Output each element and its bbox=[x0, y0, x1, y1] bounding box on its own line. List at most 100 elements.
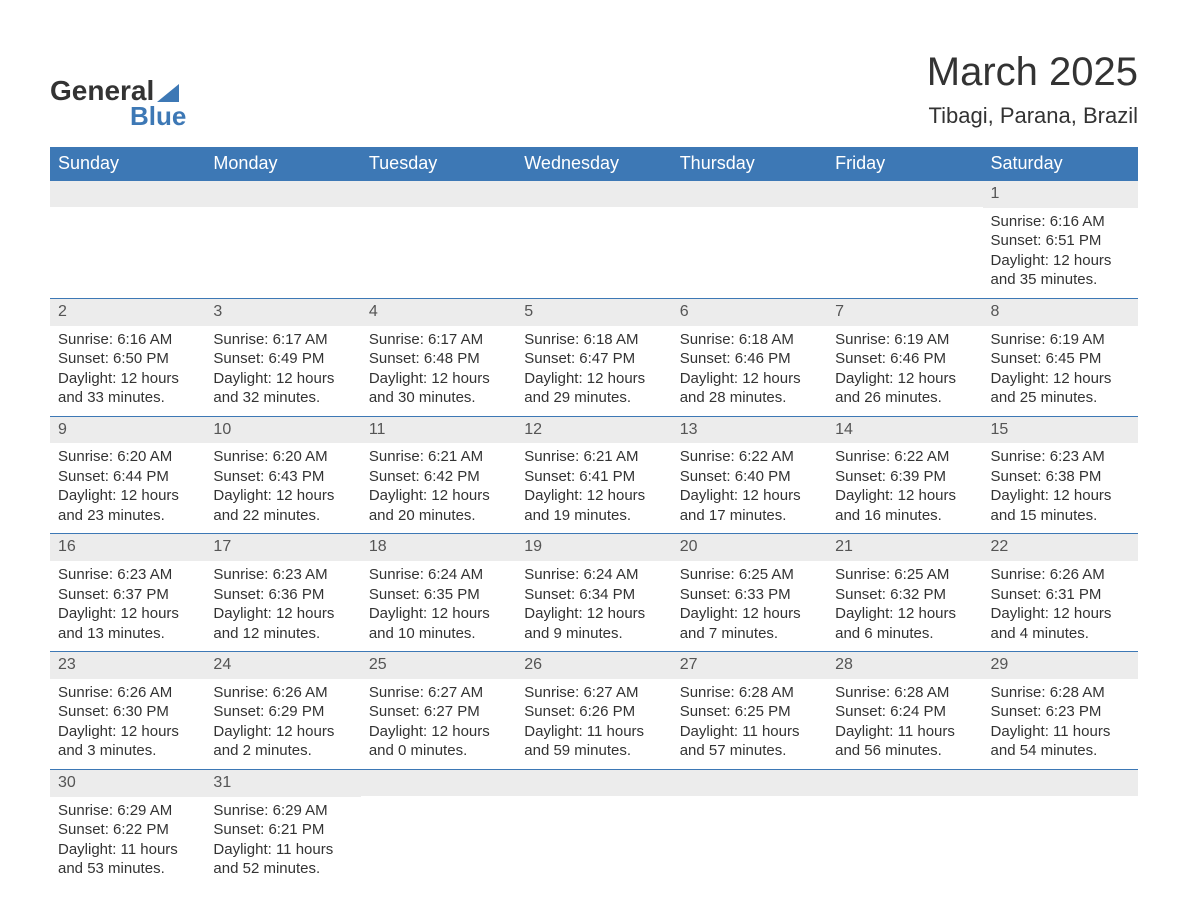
logo: General Blue bbox=[50, 75, 186, 132]
daylight-line: Daylight: 12 hours and 6 minutes. bbox=[835, 604, 974, 643]
sunset-line: Sunset: 6:35 PM bbox=[369, 585, 508, 605]
location: Tibagi, Parana, Brazil bbox=[927, 103, 1138, 129]
sunset-line: Sunset: 6:39 PM bbox=[835, 467, 974, 487]
day-body: Sunrise: 6:25 AMSunset: 6:33 PMDaylight:… bbox=[672, 561, 827, 651]
empty-day-cell bbox=[672, 181, 827, 298]
day-cell: 8Sunrise: 6:19 AMSunset: 6:45 PMDaylight… bbox=[983, 299, 1138, 416]
day-header: Thursday bbox=[672, 147, 827, 180]
sunrise-line: Sunrise: 6:17 AM bbox=[213, 330, 352, 350]
day-number-bar-empty bbox=[361, 181, 516, 207]
daylight-line: Daylight: 11 hours and 54 minutes. bbox=[991, 722, 1130, 761]
sunset-line: Sunset: 6:46 PM bbox=[680, 349, 819, 369]
sunset-line: Sunset: 6:41 PM bbox=[524, 467, 663, 487]
day-body: Sunrise: 6:21 AMSunset: 6:42 PMDaylight:… bbox=[361, 443, 516, 533]
week-row: 30Sunrise: 6:29 AMSunset: 6:22 PMDayligh… bbox=[50, 769, 1138, 887]
sunset-line: Sunset: 6:25 PM bbox=[680, 702, 819, 722]
sunrise-line: Sunrise: 6:25 AM bbox=[835, 565, 974, 585]
sunrise-line: Sunrise: 6:24 AM bbox=[524, 565, 663, 585]
day-body: Sunrise: 6:27 AMSunset: 6:27 PMDaylight:… bbox=[361, 679, 516, 769]
day-number: 25 bbox=[361, 652, 516, 679]
day-body: Sunrise: 6:22 AMSunset: 6:39 PMDaylight:… bbox=[827, 443, 982, 533]
empty-day-cell bbox=[827, 181, 982, 298]
day-number: 12 bbox=[516, 417, 671, 444]
day-cell: 28Sunrise: 6:28 AMSunset: 6:24 PMDayligh… bbox=[827, 652, 982, 769]
daylight-line: Daylight: 12 hours and 10 minutes. bbox=[369, 604, 508, 643]
day-number-bar-empty bbox=[827, 181, 982, 207]
day-number: 19 bbox=[516, 534, 671, 561]
daylight-line: Daylight: 12 hours and 0 minutes. bbox=[369, 722, 508, 761]
sunset-line: Sunset: 6:32 PM bbox=[835, 585, 974, 605]
sunrise-line: Sunrise: 6:23 AM bbox=[213, 565, 352, 585]
sunset-line: Sunset: 6:46 PM bbox=[835, 349, 974, 369]
day-header: Wednesday bbox=[516, 147, 671, 180]
daylight-line: Daylight: 12 hours and 17 minutes. bbox=[680, 486, 819, 525]
empty-day-cell bbox=[50, 181, 205, 298]
day-cell: 30Sunrise: 6:29 AMSunset: 6:22 PMDayligh… bbox=[50, 770, 205, 887]
daylight-line: Daylight: 12 hours and 26 minutes. bbox=[835, 369, 974, 408]
sunrise-line: Sunrise: 6:21 AM bbox=[369, 447, 508, 467]
sunrise-line: Sunrise: 6:26 AM bbox=[213, 683, 352, 703]
day-number-bar-empty bbox=[827, 770, 982, 796]
sunset-line: Sunset: 6:38 PM bbox=[991, 467, 1130, 487]
day-cell: 25Sunrise: 6:27 AMSunset: 6:27 PMDayligh… bbox=[361, 652, 516, 769]
day-body: Sunrise: 6:16 AMSunset: 6:51 PMDaylight:… bbox=[983, 208, 1138, 298]
sunset-line: Sunset: 6:29 PM bbox=[213, 702, 352, 722]
day-body: Sunrise: 6:27 AMSunset: 6:26 PMDaylight:… bbox=[516, 679, 671, 769]
daylight-line: Daylight: 12 hours and 2 minutes. bbox=[213, 722, 352, 761]
day-cell: 31Sunrise: 6:29 AMSunset: 6:21 PMDayligh… bbox=[205, 770, 360, 887]
day-number-bar-empty bbox=[983, 770, 1138, 796]
logo-blue-text: Blue bbox=[130, 101, 186, 132]
sunset-line: Sunset: 6:43 PM bbox=[213, 467, 352, 487]
day-number: 23 bbox=[50, 652, 205, 679]
day-cell: 26Sunrise: 6:27 AMSunset: 6:26 PMDayligh… bbox=[516, 652, 671, 769]
sunset-line: Sunset: 6:30 PM bbox=[58, 702, 197, 722]
daylight-line: Daylight: 12 hours and 16 minutes. bbox=[835, 486, 974, 525]
day-body: Sunrise: 6:17 AMSunset: 6:49 PMDaylight:… bbox=[205, 326, 360, 416]
day-cell: 11Sunrise: 6:21 AMSunset: 6:42 PMDayligh… bbox=[361, 417, 516, 534]
daylight-line: Daylight: 11 hours and 56 minutes. bbox=[835, 722, 974, 761]
sunset-line: Sunset: 6:47 PM bbox=[524, 349, 663, 369]
daylight-line: Daylight: 12 hours and 29 minutes. bbox=[524, 369, 663, 408]
day-body: Sunrise: 6:26 AMSunset: 6:31 PMDaylight:… bbox=[983, 561, 1138, 651]
title-area: March 2025 Tibagi, Parana, Brazil bbox=[927, 50, 1138, 129]
empty-day-cell bbox=[361, 770, 516, 887]
sunrise-line: Sunrise: 6:29 AM bbox=[213, 801, 352, 821]
day-body: Sunrise: 6:25 AMSunset: 6:32 PMDaylight:… bbox=[827, 561, 982, 651]
week-row: 2Sunrise: 6:16 AMSunset: 6:50 PMDaylight… bbox=[50, 298, 1138, 416]
day-number: 22 bbox=[983, 534, 1138, 561]
daylight-line: Daylight: 11 hours and 57 minutes. bbox=[680, 722, 819, 761]
sunrise-line: Sunrise: 6:18 AM bbox=[680, 330, 819, 350]
daylight-line: Daylight: 11 hours and 59 minutes. bbox=[524, 722, 663, 761]
day-body: Sunrise: 6:28 AMSunset: 6:25 PMDaylight:… bbox=[672, 679, 827, 769]
sunset-line: Sunset: 6:44 PM bbox=[58, 467, 197, 487]
day-number-bar-empty bbox=[672, 181, 827, 207]
sunrise-line: Sunrise: 6:23 AM bbox=[58, 565, 197, 585]
day-body: Sunrise: 6:29 AMSunset: 6:22 PMDaylight:… bbox=[50, 797, 205, 887]
day-number: 10 bbox=[205, 417, 360, 444]
day-body: Sunrise: 6:21 AMSunset: 6:41 PMDaylight:… bbox=[516, 443, 671, 533]
empty-day-cell bbox=[361, 181, 516, 298]
day-body: Sunrise: 6:26 AMSunset: 6:30 PMDaylight:… bbox=[50, 679, 205, 769]
day-number: 8 bbox=[983, 299, 1138, 326]
day-body: Sunrise: 6:29 AMSunset: 6:21 PMDaylight:… bbox=[205, 797, 360, 887]
daylight-line: Daylight: 12 hours and 19 minutes. bbox=[524, 486, 663, 525]
sunrise-line: Sunrise: 6:21 AM bbox=[524, 447, 663, 467]
empty-day-cell bbox=[672, 770, 827, 887]
day-cell: 5Sunrise: 6:18 AMSunset: 6:47 PMDaylight… bbox=[516, 299, 671, 416]
day-number: 26 bbox=[516, 652, 671, 679]
day-number-bar-empty bbox=[516, 181, 671, 207]
sunrise-line: Sunrise: 6:19 AM bbox=[991, 330, 1130, 350]
sunset-line: Sunset: 6:21 PM bbox=[213, 820, 352, 840]
week-row: 9Sunrise: 6:20 AMSunset: 6:44 PMDaylight… bbox=[50, 416, 1138, 534]
daylight-line: Daylight: 12 hours and 3 minutes. bbox=[58, 722, 197, 761]
day-number: 27 bbox=[672, 652, 827, 679]
day-body: Sunrise: 6:18 AMSunset: 6:46 PMDaylight:… bbox=[672, 326, 827, 416]
empty-day-cell bbox=[516, 770, 671, 887]
day-header: Tuesday bbox=[361, 147, 516, 180]
day-number-bar-empty bbox=[516, 770, 671, 796]
day-number: 31 bbox=[205, 770, 360, 797]
sunrise-line: Sunrise: 6:16 AM bbox=[991, 212, 1130, 232]
sunset-line: Sunset: 6:48 PM bbox=[369, 349, 508, 369]
day-number: 16 bbox=[50, 534, 205, 561]
day-number: 21 bbox=[827, 534, 982, 561]
